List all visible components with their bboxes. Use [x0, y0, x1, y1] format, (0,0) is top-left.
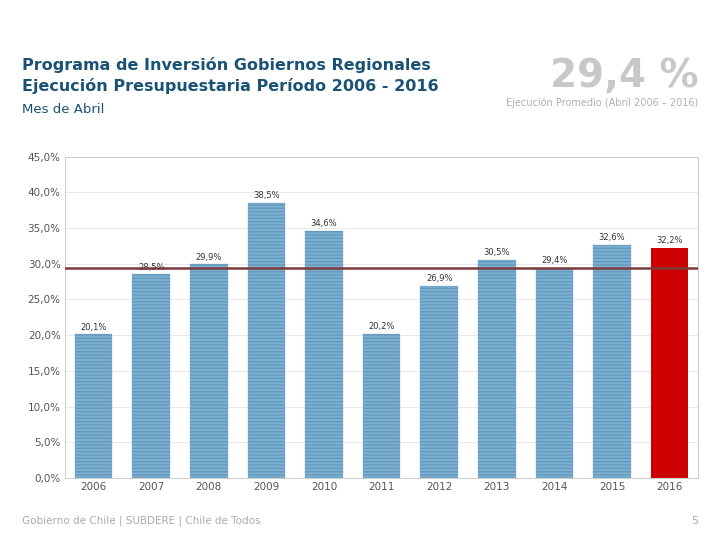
Bar	[420, 286, 458, 478]
Text: 20,2%: 20,2%	[369, 322, 395, 331]
Text: 32,2%: 32,2%	[657, 236, 683, 245]
Bar	[478, 260, 516, 478]
Bar	[132, 274, 170, 478]
Bar	[305, 231, 343, 478]
Text: 5: 5	[691, 516, 698, 526]
Text: Ejecución Promedio (Abril 2006 – 2016): Ejecución Promedio (Abril 2006 – 2016)	[506, 97, 698, 107]
Bar	[363, 334, 400, 478]
Bar	[75, 334, 112, 478]
Bar	[248, 203, 285, 478]
Text: Programa de Inversión Gobiernos Regionales: Programa de Inversión Gobiernos Regional…	[22, 57, 431, 73]
Text: 26,9%: 26,9%	[426, 274, 452, 283]
Text: 30,5%: 30,5%	[484, 248, 510, 257]
Bar	[593, 245, 631, 478]
Text: 29,4 %: 29,4 %	[550, 57, 698, 94]
Text: 20,1%: 20,1%	[81, 322, 107, 332]
Text: 29,9%: 29,9%	[196, 253, 222, 261]
Bar	[651, 248, 688, 478]
Text: 29,4%: 29,4%	[541, 256, 567, 265]
Text: Mes de Abril: Mes de Abril	[22, 103, 104, 116]
Bar	[536, 268, 573, 478]
Text: Ejecución Presupuestaria Período 2006 - 2016: Ejecución Presupuestaria Período 2006 - …	[22, 78, 438, 94]
Text: 28,5%: 28,5%	[138, 262, 164, 272]
Text: 32,6%: 32,6%	[599, 233, 625, 242]
Text: 38,5%: 38,5%	[253, 191, 279, 200]
Text: Gobierno de Chile | SUBDERE | Chile de Todos: Gobierno de Chile | SUBDERE | Chile de T…	[22, 516, 260, 526]
Bar	[190, 265, 228, 478]
Text: 34,6%: 34,6%	[311, 219, 337, 228]
